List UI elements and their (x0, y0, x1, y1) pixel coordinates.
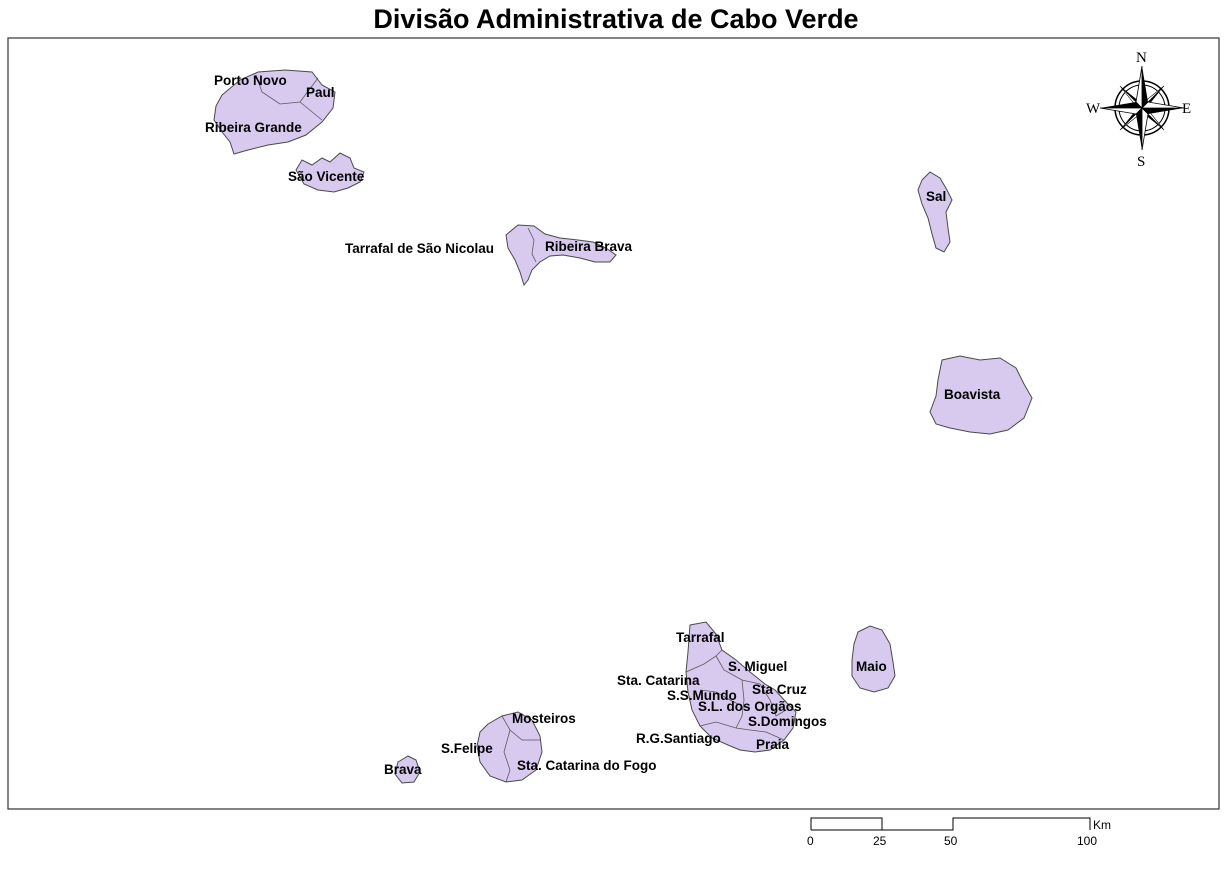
island-santo-antao[interactable] (213, 69, 336, 155)
label-paul: Paul (306, 85, 335, 100)
scale-bar: Km 0 25 50 100 (807, 817, 1111, 848)
scale-unit: Km (1093, 818, 1111, 832)
label-sta-cruz: Sta Cruz (752, 682, 807, 697)
label-sao-vicente: São Vicente (288, 169, 365, 184)
label-s-felipe: S.Felipe (441, 741, 493, 756)
label-sal: Sal (926, 189, 946, 204)
compass-n: N (1136, 50, 1147, 66)
label-s-miguel: S. Miguel (728, 659, 787, 674)
compass-w: W (1086, 101, 1101, 117)
label-tarrafal-sao-nicolau: Tarrafal de São Nicolau (345, 241, 494, 256)
island-boavista[interactable] (929, 355, 1033, 435)
label-ss-mundo: S.S.Mundo (667, 688, 737, 703)
island-maio[interactable] (851, 625, 896, 693)
compass-s: S (1137, 154, 1145, 170)
island-sao-vicente[interactable] (295, 152, 365, 193)
label-tarrafal: Tarrafal (676, 630, 725, 645)
label-sta-catarina: Sta. Catarina (617, 673, 700, 688)
label-mosteiros: Mosteiros (512, 711, 576, 726)
label-sl-orgaos: S.L. dos Orgãos (698, 699, 802, 714)
scale-tick-100: 100 (1077, 834, 1097, 848)
label-maio: Maio (856, 659, 887, 674)
scale-tick-25: 25 (873, 834, 887, 848)
island-santiago[interactable] (685, 621, 797, 753)
island-sal[interactable] (917, 171, 953, 253)
label-ribeira-brava: Ribeira Brava (545, 239, 633, 254)
label-s-domingos: S.Domingos (748, 714, 827, 729)
island-sao-nicolau[interactable] (505, 224, 617, 287)
label-brava: Brava (384, 762, 422, 777)
map-frame (7, 37, 1220, 810)
label-sta-catarina-fogo: Sta. Catarina do Fogo (517, 758, 657, 773)
map-title: Divisão Administrativa de Cabo Verde (373, 4, 859, 34)
compass-e: E (1182, 101, 1191, 117)
label-rg-santiago: R.G.Santiago (636, 731, 721, 746)
label-porto-novo: Porto Novo (214, 73, 287, 88)
scale-tick-50: 50 (944, 834, 958, 848)
island-fogo[interactable] (476, 711, 543, 783)
label-boavista: Boavista (944, 387, 1001, 402)
label-praia: Praia (756, 737, 790, 752)
island-brava[interactable] (394, 755, 421, 784)
label-ribeira-grande: Ribeira Grande (205, 120, 302, 135)
compass-rose: N S E W (1086, 50, 1191, 170)
scale-tick-0: 0 (807, 834, 814, 848)
